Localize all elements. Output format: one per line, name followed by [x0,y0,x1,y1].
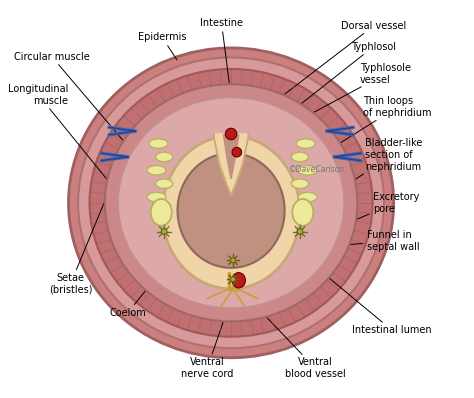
Text: Typhlosol: Typhlosol [241,42,396,151]
Text: Coelom: Coelom [109,258,172,318]
Ellipse shape [178,153,285,268]
Polygon shape [214,134,248,195]
Ellipse shape [231,258,236,263]
Text: Ventral
nerve cord: Ventral nerve cord [181,296,233,379]
Ellipse shape [232,147,242,157]
Ellipse shape [69,48,394,358]
Ellipse shape [78,57,384,348]
Ellipse shape [155,152,173,162]
Text: Longitudinal
muscle: Longitudinal muscle [8,84,117,191]
Ellipse shape [298,192,317,202]
Text: Thin loops
of nephridium: Thin loops of nephridium [308,96,431,163]
Ellipse shape [298,166,317,175]
Ellipse shape [292,152,309,162]
Ellipse shape [292,179,309,189]
Text: Typhlosole
vessel: Typhlosole vessel [242,63,411,151]
Ellipse shape [155,179,173,189]
Ellipse shape [118,98,344,308]
Ellipse shape [232,273,246,288]
Ellipse shape [149,139,168,148]
Ellipse shape [151,199,172,226]
Ellipse shape [297,228,303,234]
Text: Epidermis: Epidermis [138,32,186,60]
Text: ©DaveCarlson: ©DaveCarlson [289,165,345,174]
Ellipse shape [231,277,236,282]
Text: Intestine: Intestine [200,18,243,131]
Ellipse shape [105,84,357,322]
Ellipse shape [292,199,313,226]
Text: Circular muscle: Circular muscle [14,51,134,153]
Text: Excretory
pore: Excretory pore [342,192,419,226]
Ellipse shape [162,136,300,289]
Text: Funnel in
septal wall: Funnel in septal wall [299,230,419,252]
Ellipse shape [225,128,237,140]
Text: Intestinal lumen: Intestinal lumen [281,238,431,335]
Ellipse shape [118,98,344,308]
Ellipse shape [161,228,167,234]
Text: Dorsal vessel: Dorsal vessel [236,21,406,131]
Text: Ventral
blood vessel: Ventral blood vessel [241,290,346,379]
Ellipse shape [90,69,373,337]
Ellipse shape [147,192,166,202]
Text: Bladder-like
section of
nephridium: Bladder-like section of nephridium [305,139,422,211]
Ellipse shape [296,139,315,148]
Polygon shape [223,135,239,179]
Ellipse shape [147,166,166,175]
Text: Setae
(bristles): Setae (bristles) [49,148,127,295]
